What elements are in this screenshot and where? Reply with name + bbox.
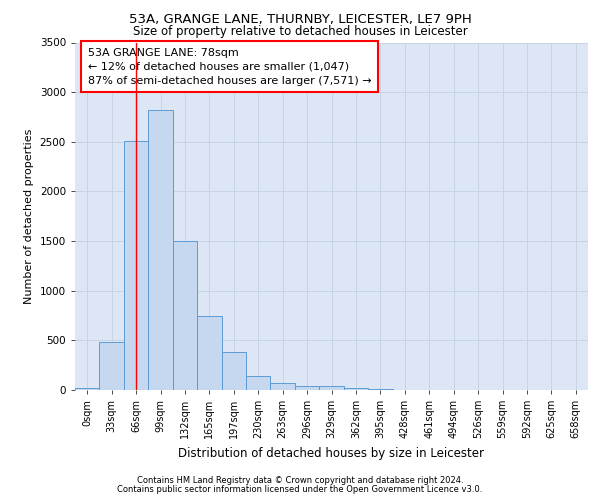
Bar <box>100 342 124 390</box>
Y-axis label: Number of detached properties: Number of detached properties <box>24 128 34 304</box>
Text: 53A GRANGE LANE: 78sqm
← 12% of detached houses are smaller (1,047)
87% of semi-: 53A GRANGE LANE: 78sqm ← 12% of detached… <box>88 48 371 86</box>
Text: Contains HM Land Registry data © Crown copyright and database right 2024.: Contains HM Land Registry data © Crown c… <box>137 476 463 485</box>
Bar <box>148 110 173 390</box>
Bar <box>344 388 368 390</box>
Bar <box>295 386 319 390</box>
Text: Contains public sector information licensed under the Open Government Licence v3: Contains public sector information licen… <box>118 485 482 494</box>
Bar <box>271 382 295 390</box>
Bar <box>221 352 246 390</box>
Bar <box>173 241 197 390</box>
Bar <box>124 141 148 390</box>
Bar <box>246 376 271 390</box>
Bar <box>197 316 221 390</box>
Bar <box>319 386 344 390</box>
Text: Size of property relative to detached houses in Leicester: Size of property relative to detached ho… <box>133 25 467 38</box>
X-axis label: Distribution of detached houses by size in Leicester: Distribution of detached houses by size … <box>179 446 485 460</box>
Bar <box>75 388 100 390</box>
Bar <box>368 389 392 390</box>
Text: 53A, GRANGE LANE, THURNBY, LEICESTER, LE7 9PH: 53A, GRANGE LANE, THURNBY, LEICESTER, LE… <box>128 12 472 26</box>
